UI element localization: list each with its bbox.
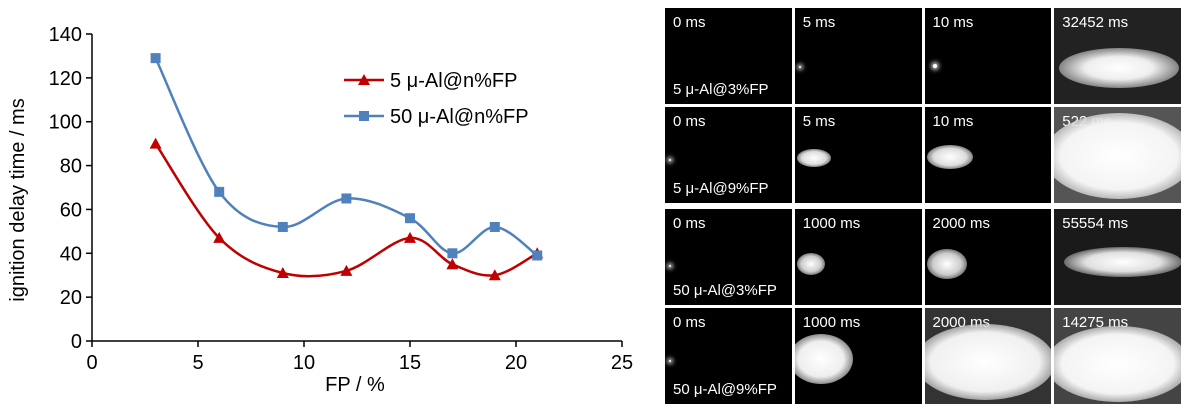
frame-block-5um: 0 ms 5 μ-Al@3%FP 5 ms 10 ms 32452 ms 0 m…	[665, 8, 1181, 205]
frame-sample-label: 5 μ-Al@9%FP	[673, 180, 769, 197]
y-tick-label: 20	[60, 287, 82, 309]
data-point-marker	[276, 267, 289, 279]
y-tick-label: 60	[60, 199, 82, 221]
frame-image: 2000 ms	[924, 308, 1052, 404]
frame-time-label: 0 ms	[673, 14, 706, 31]
frame-block-50um: 0 ms 50 μ-Al@3%FP 1000 ms 2000 ms 55554 …	[665, 209, 1181, 406]
frame-image: 14275 ms	[1054, 308, 1181, 404]
data-point-marker	[532, 250, 543, 261]
frame-image: 55554 ms	[1054, 209, 1181, 305]
frame-image: 0 ms 50 μ-Al@9%FP	[665, 308, 792, 404]
data-point-marker	[488, 269, 501, 281]
series-line	[154, 57, 538, 257]
data-point-marker	[446, 258, 459, 270]
frame-row: 0 ms 5 μ-Al@9%FP 5 ms 10 ms 522 ms	[665, 107, 1181, 203]
chart-legend: 5 μ-Al@n%FP 50 μ-Al@n%FP	[344, 70, 529, 128]
frame-image: 0 ms 5 μ-Al@3%FP	[665, 8, 792, 104]
frame-time-label: 0 ms	[673, 113, 706, 130]
frame-image: 522 ms	[1054, 107, 1181, 203]
data-point-marker	[447, 248, 458, 259]
frame-image: 1000 ms	[794, 209, 922, 305]
frame-image: 0 ms 5 μ-Al@9%FP	[665, 107, 792, 203]
data-point-marker	[214, 186, 225, 197]
frame-image: 10 ms	[924, 107, 1052, 203]
y-tick-label: 120	[49, 68, 82, 90]
data-point-marker	[404, 231, 416, 243]
high-speed-frame-panel: 0 ms 5 μ-Al@3%FP 5 ms 10 ms 32452 ms 0 m…	[665, 8, 1181, 408]
frame-image: 32452 ms	[1054, 8, 1181, 104]
frame-time-label: 1000 ms	[802, 215, 861, 232]
frame-image: 5 ms	[794, 107, 922, 203]
data-point-marker	[277, 221, 288, 232]
chart-axes: 0 20 40 60 80 100 120 140 0 5 10 15 20 25	[49, 24, 634, 374]
x-tick-label: 5	[192, 352, 203, 374]
frame-time-label: 10 ms	[932, 14, 974, 31]
frame-time-label: 55554 ms	[1062, 215, 1129, 232]
x-tick-label: 20	[505, 352, 527, 374]
series-line	[154, 142, 538, 278]
series-50um	[150, 53, 543, 261]
legend-marker	[358, 74, 370, 85]
x-tick-label: 10	[293, 352, 315, 374]
data-point-marker	[405, 213, 415, 224]
frame-image: 10 ms	[924, 8, 1052, 104]
frame-time-label: 1000 ms	[802, 314, 861, 331]
ignition-delay-chart: 0 20 40 60 80 100 120 140 0 5 10 15 20 25 5 μ-Al@n%FP…	[7, 24, 634, 396]
frame-row: 0 ms 50 μ-Al@3%FP 1000 ms 2000 ms 55554 …	[665, 209, 1181, 305]
chart-series-layer	[149, 53, 544, 281]
frame-image: 2000 ms	[924, 209, 1052, 305]
frame-time-label: 32452 ms	[1062, 14, 1129, 31]
x-axis-title: FP / %	[325, 374, 385, 396]
x-tick-label: 15	[399, 352, 421, 374]
y-tick-label: 140	[49, 24, 82, 46]
frame-time-label: 5 ms	[802, 113, 836, 130]
y-tick-label: 0	[71, 331, 82, 353]
frame-time-label: 2000 ms	[932, 215, 991, 232]
frame-row: 0 ms 50 μ-Al@9%FP 1000 ms 2000 ms 14275 …	[665, 308, 1181, 404]
frame-image: 1000 ms	[794, 308, 922, 404]
data-point-marker	[213, 231, 226, 243]
data-point-marker	[149, 137, 162, 149]
x-tick-label: 0	[86, 352, 97, 374]
frame-time-label: 0 ms	[673, 314, 706, 331]
y-axis-title: ignition delay time / ms	[7, 98, 29, 301]
frame-image: 0 ms 50 μ-Al@3%FP	[665, 209, 792, 305]
y-tick-label: 40	[60, 243, 82, 265]
legend-label: 50 μ-Al@n%FP	[390, 106, 529, 128]
data-point-marker	[150, 53, 161, 64]
frame-time-label: 10 ms	[932, 113, 974, 130]
data-point-marker	[340, 264, 353, 276]
series-5um	[149, 137, 544, 281]
frame-row: 0 ms 5 μ-Al@3%FP 5 ms 10 ms 32452 ms	[665, 8, 1181, 104]
data-point-marker	[341, 193, 352, 204]
frame-sample-label: 5 μ-Al@3%FP	[673, 81, 769, 98]
y-tick-label: 80	[60, 156, 82, 178]
frame-time-label: 5 ms	[802, 14, 836, 31]
frame-sample-label: 50 μ-Al@3%FP	[673, 282, 777, 299]
legend-label: 5 μ-Al@n%FP	[390, 70, 517, 92]
frame-image: 5 ms	[794, 8, 922, 104]
legend-marker	[359, 111, 369, 121]
frame-time-label: 0 ms	[673, 215, 706, 232]
data-point-marker	[489, 221, 500, 232]
y-tick-label: 100	[49, 112, 82, 134]
frame-sample-label: 50 μ-Al@9%FP	[673, 381, 777, 398]
x-tick-label: 25	[611, 352, 633, 374]
